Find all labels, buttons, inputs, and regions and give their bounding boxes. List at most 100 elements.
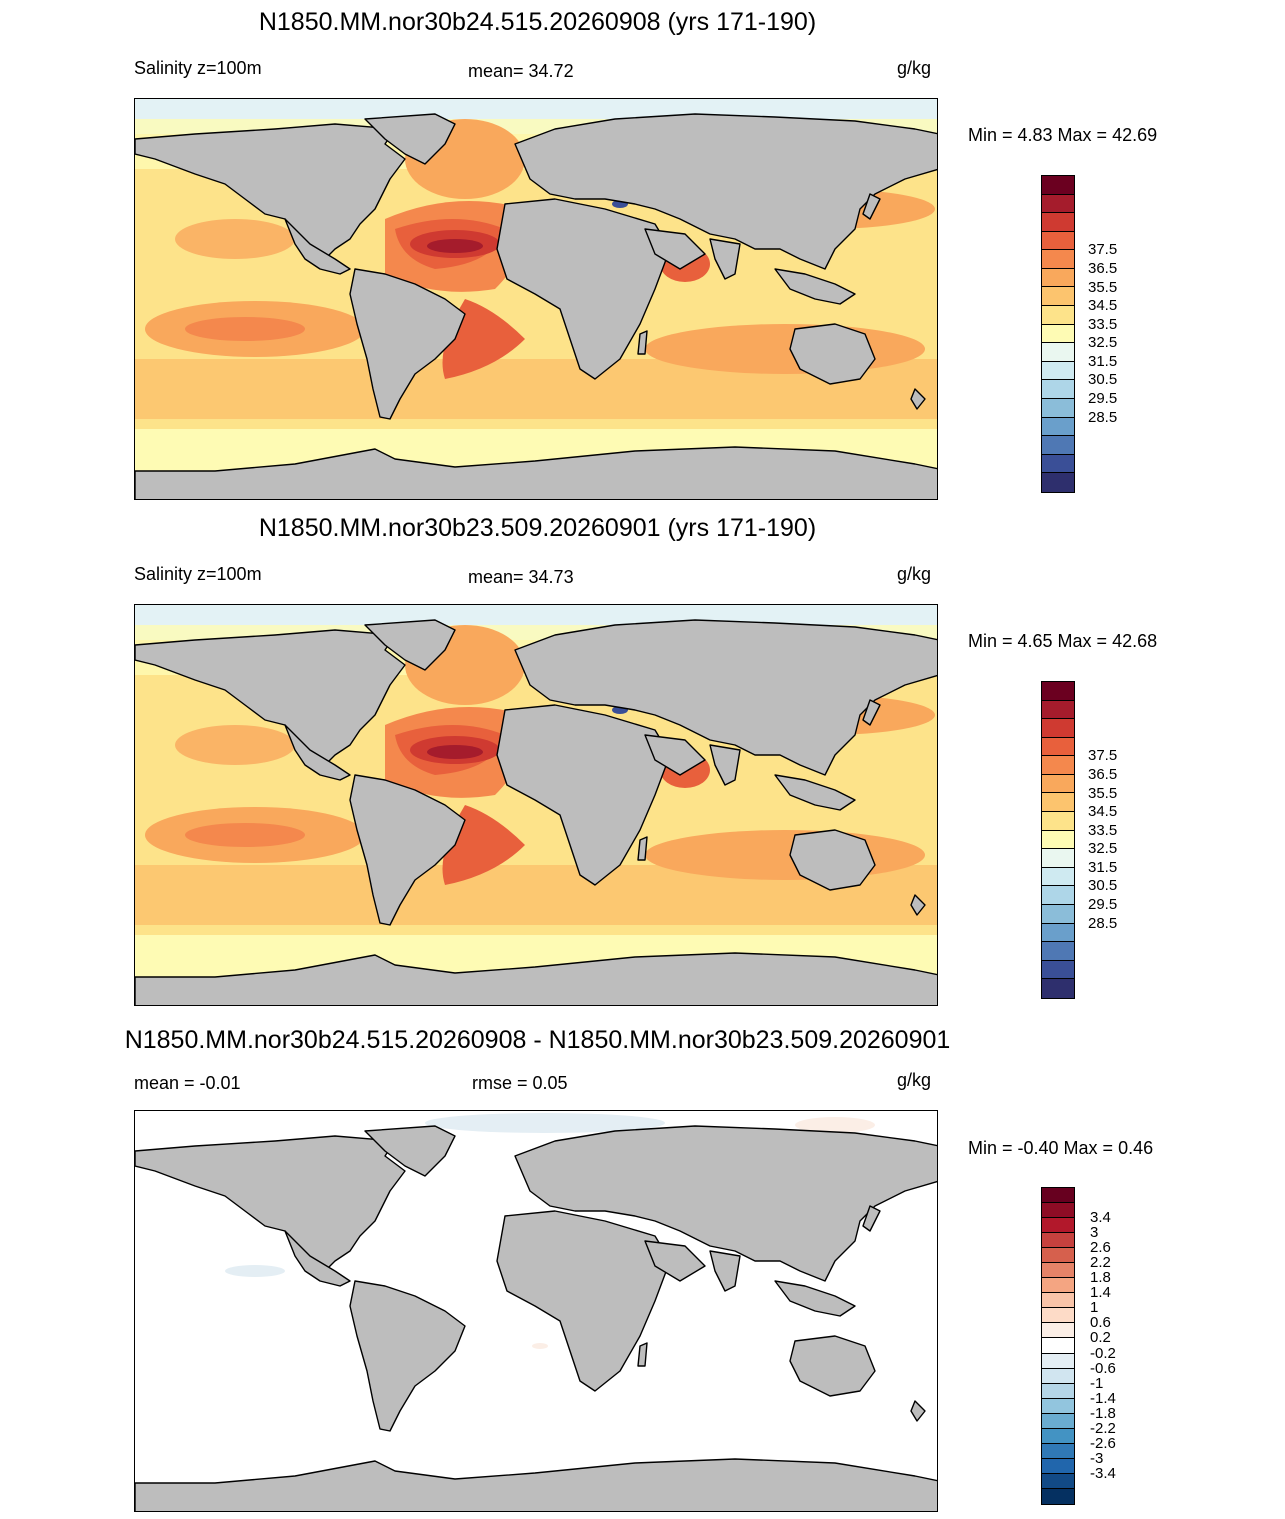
colorbar-swatch [1042,1188,1074,1204]
colorbar-tick-label: 33.5 [1088,315,1118,333]
colorbar-tick-label: 1 [1090,1299,1099,1317]
colorbar-tick-label: -0.2 [1090,1344,1116,1362]
colorbar-tick-label: 30.5 [1088,371,1118,389]
colorbar-tick-label: 3 [1090,1224,1099,1242]
colorbar-swatch [1042,923,1074,943]
colorbar [1041,1187,1075,1505]
colorbar-swatch [1042,700,1074,720]
colorbar-tick-label: -3.4 [1090,1464,1116,1482]
colorbar-swatch [1042,1233,1074,1249]
colorbar-swatch [1042,1398,1074,1414]
panel-title: N1850.MM.nor30b24.515.20260908 (yrs 171-… [258,8,817,36]
colorbar-tick-label: -1.4 [1090,1389,1116,1407]
colorbar-swatch [1042,1488,1074,1504]
colorbar-swatch [1042,380,1074,399]
colorbar-swatch [1042,1413,1074,1429]
salinity-map [134,98,938,500]
colorbar-swatch [1042,756,1074,775]
colorbar [1041,681,1075,999]
colorbar-swatch [1042,398,1074,418]
colorbar-swatch [1042,960,1074,980]
colorbar-swatch [1042,793,1074,813]
colorbar-swatch [1042,1443,1074,1459]
mean-label: mean= 34.72 [468,61,574,81]
mean-label: mean= 34.73 [468,567,574,587]
colorbar-swatch [1042,812,1074,831]
colorbar-swatch [1042,682,1074,701]
colorbar-tick-label: -2.6 [1090,1434,1116,1452]
colorbar-tick-label: -0.6 [1090,1359,1116,1377]
colorbar-tick-label: 2.2 [1090,1254,1111,1272]
colorbar-tick-label: 33.5 [1088,821,1118,839]
colorbar-tick-label: 35.5 [1088,784,1118,802]
colorbar-tick-label: -2.2 [1090,1419,1116,1437]
colorbar-swatch [1042,306,1074,325]
colorbar-swatch [1042,904,1074,924]
min-max-label: Min = 4.65 Max = 42.68 [968,631,1158,651]
rmse-label: rmse = 0.05 [472,1073,568,1093]
colorbar-swatch [1042,268,1074,288]
colorbar-swatch [1042,361,1074,381]
colorbar-tick-label: 35.5 [1088,278,1118,296]
colorbar-swatch [1042,1308,1074,1324]
colorbar-tick-label: 32.5 [1088,334,1118,352]
colorbar-tick-label: 32.5 [1088,840,1118,858]
min-max-label: Min = 4.83 Max = 42.69 [968,125,1158,145]
colorbar-swatch [1042,1353,1074,1369]
colorbar-tick-label: 2.6 [1090,1239,1111,1257]
colorbar-tick-label: 30.5 [1088,877,1118,895]
colorbar-tick-label: 0.2 [1090,1329,1111,1347]
colorbar-swatch [1042,454,1074,474]
units-label: g/kg [897,1070,932,1090]
colorbar-swatch [1042,324,1074,344]
colorbar-tick-label: 29.5 [1088,896,1118,914]
colorbar-swatch [1042,1383,1074,1399]
colorbar-swatch [1042,830,1074,850]
units-label: g/kg [897,58,932,78]
units-label: g/kg [897,564,932,584]
colorbar-swatch [1042,1473,1074,1489]
colorbar-swatch [1042,473,1074,492]
colorbar-tick-label: 1.4 [1090,1284,1111,1302]
colorbar-tick-label: 28.5 [1088,914,1118,932]
variable-label: Salinity z=100m [134,564,262,584]
colorbar-tick-label: 31.5 [1088,858,1118,876]
colorbar-swatch [1042,231,1074,251]
colorbar-swatch [1042,1368,1074,1384]
colorbar-swatch [1042,1338,1074,1354]
colorbar-tick-label: 31.5 [1088,352,1118,370]
colorbar-swatch [1042,979,1074,998]
colorbar-swatch [1042,417,1074,437]
colorbar-tick-label: 37.5 [1088,241,1118,259]
panel-title: N1850.MM.nor30b23.509.20260901 (yrs 171-… [258,514,817,542]
colorbar-swatch [1042,774,1074,794]
colorbar-swatch [1042,176,1074,195]
colorbar-tick-label: 34.5 [1088,297,1118,315]
colorbar-swatch [1042,436,1074,455]
colorbar-tick-label: 0.6 [1090,1314,1111,1332]
colorbar-swatch [1042,1263,1074,1279]
colorbar-tick-label: 1.8 [1090,1269,1111,1287]
panel-title: N1850.MM.nor30b24.515.20260908 - N1850.M… [124,1026,951,1054]
colorbar-swatch [1042,250,1074,269]
colorbar-swatch [1042,1203,1074,1219]
colorbar-swatch [1042,1323,1074,1339]
colorbar-tick-label: 29.5 [1088,390,1118,408]
min-max-label: Min = -0.40 Max = 0.46 [968,1138,1154,1158]
colorbar-swatch [1042,1293,1074,1309]
colorbar-swatch [1042,737,1074,757]
colorbar-tick-label: 3.4 [1090,1209,1111,1227]
colorbar-tick-label: 37.5 [1088,747,1118,765]
colorbar-tick-label: -3 [1090,1449,1104,1467]
variable-label: Salinity z=100m [134,58,262,78]
colorbar-swatch [1042,1278,1074,1294]
colorbar-swatch [1042,1458,1074,1474]
colorbar-swatch [1042,867,1074,887]
colorbar-swatch [1042,1428,1074,1444]
colorbar-tick-label: 36.5 [1088,765,1118,783]
colorbar-swatch [1042,1218,1074,1234]
colorbar-swatch [1042,719,1074,738]
colorbar-tick-label: -1.8 [1090,1404,1116,1422]
colorbar-swatch [1042,849,1074,868]
colorbar-swatch [1042,886,1074,905]
